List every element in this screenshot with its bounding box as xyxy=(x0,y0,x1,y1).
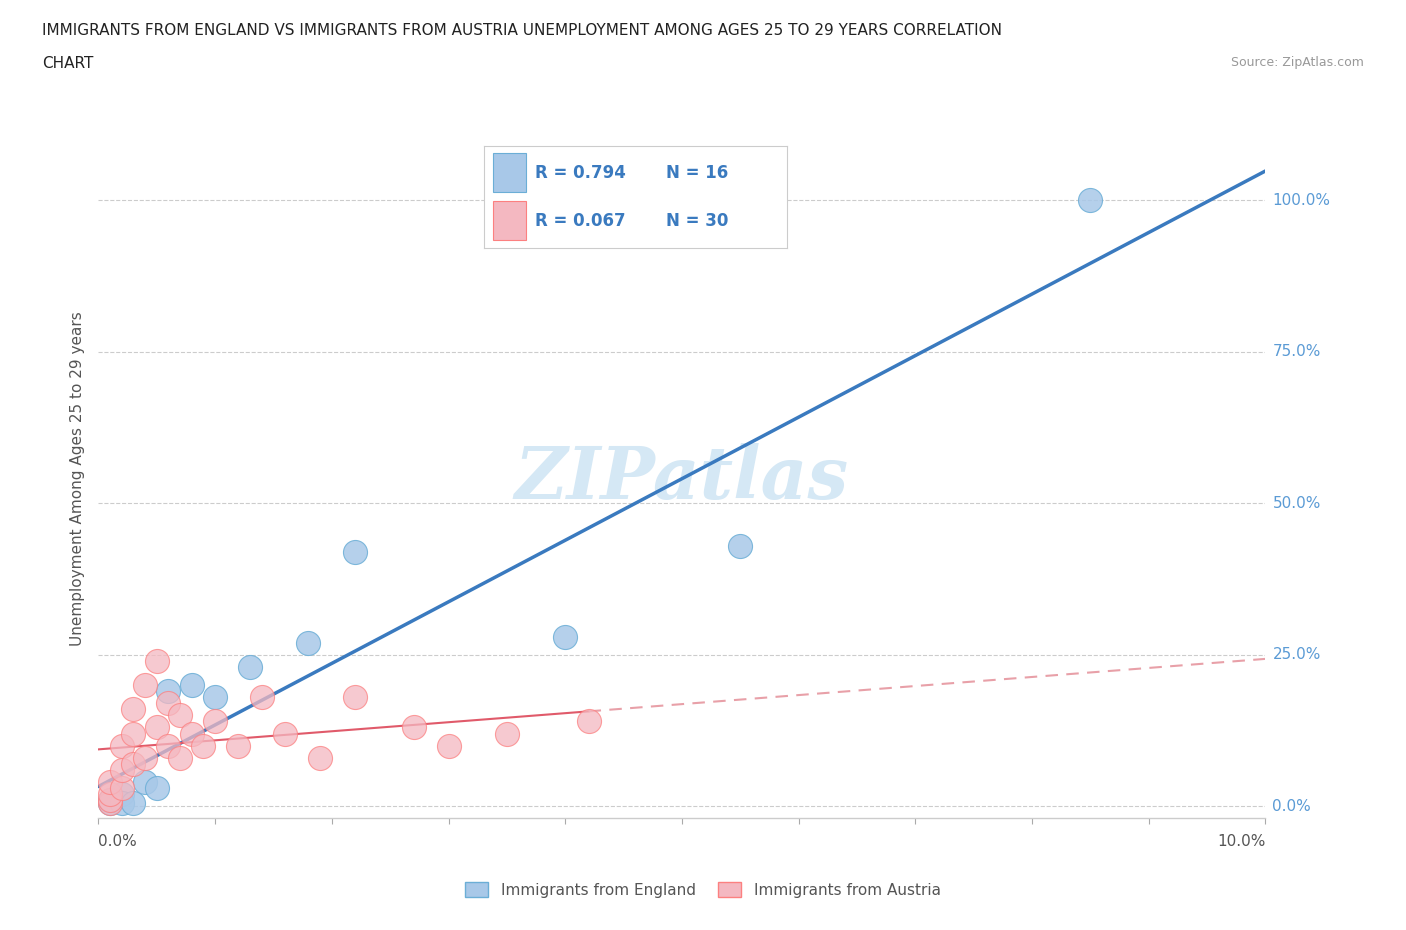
Text: 50.0%: 50.0% xyxy=(1272,496,1320,511)
Point xyxy=(98,792,121,807)
Point xyxy=(437,738,460,753)
Point xyxy=(134,775,156,790)
Point xyxy=(193,738,215,753)
Legend: Immigrants from England, Immigrants from Austria: Immigrants from England, Immigrants from… xyxy=(460,875,946,904)
Point xyxy=(344,544,367,559)
Y-axis label: Unemployment Among Ages 25 to 29 years: Unemployment Among Ages 25 to 29 years xyxy=(69,312,84,646)
Point xyxy=(134,751,156,765)
Text: 25.0%: 25.0% xyxy=(1272,647,1320,662)
Point xyxy=(157,696,180,711)
Point xyxy=(134,678,156,693)
Point xyxy=(228,738,250,753)
Point xyxy=(728,538,751,553)
Point xyxy=(157,738,180,753)
Point xyxy=(122,726,145,741)
Point xyxy=(122,702,145,717)
Text: 0.0%: 0.0% xyxy=(1272,799,1312,814)
Point xyxy=(98,796,121,811)
Point xyxy=(204,714,226,729)
Point xyxy=(111,780,134,795)
Text: 75.0%: 75.0% xyxy=(1272,344,1320,359)
Point xyxy=(111,738,134,753)
Point xyxy=(344,690,367,705)
Point xyxy=(204,690,226,705)
Text: Source: ZipAtlas.com: Source: ZipAtlas.com xyxy=(1230,56,1364,69)
Point xyxy=(402,720,425,735)
Text: 0.0%: 0.0% xyxy=(98,834,138,849)
Point xyxy=(98,787,121,802)
Point xyxy=(1080,193,1102,207)
Text: 10.0%: 10.0% xyxy=(1218,834,1265,849)
Point xyxy=(98,792,121,807)
Text: ZIPatlas: ZIPatlas xyxy=(515,444,849,514)
Point xyxy=(157,684,180,698)
Point xyxy=(239,659,262,674)
Text: CHART: CHART xyxy=(42,56,94,71)
Point xyxy=(274,726,297,741)
Point xyxy=(111,787,134,802)
Point xyxy=(495,726,517,741)
Point xyxy=(309,751,332,765)
Point xyxy=(122,796,145,811)
Point xyxy=(111,763,134,777)
Text: IMMIGRANTS FROM ENGLAND VS IMMIGRANTS FROM AUSTRIA UNEMPLOYMENT AMONG AGES 25 TO: IMMIGRANTS FROM ENGLAND VS IMMIGRANTS FR… xyxy=(42,23,1002,38)
Point xyxy=(98,775,121,790)
Text: 100.0%: 100.0% xyxy=(1272,193,1330,207)
Point xyxy=(169,708,191,723)
Point xyxy=(180,678,202,693)
Point xyxy=(146,780,169,795)
Point xyxy=(146,654,169,669)
Point xyxy=(180,726,202,741)
Point xyxy=(169,751,191,765)
Point xyxy=(578,714,600,729)
Point xyxy=(111,796,134,811)
Point xyxy=(554,629,576,644)
Point xyxy=(122,756,145,771)
Point xyxy=(297,635,319,650)
Point xyxy=(250,690,273,705)
Point xyxy=(146,720,169,735)
Point xyxy=(98,796,121,811)
